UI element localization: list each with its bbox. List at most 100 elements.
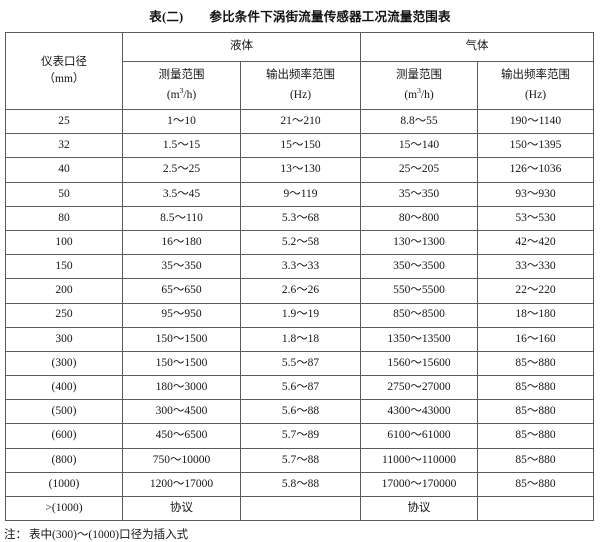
header-gas-freq: 输出频率范围 (Hz)	[477, 61, 594, 110]
header-group-gas: 气体	[360, 32, 594, 62]
cell-liquid-freq: 5.7～89	[240, 423, 361, 449]
cell-liquid-freq	[240, 495, 361, 522]
cell-gas-range: 1350～13500	[360, 326, 478, 352]
cell-liquid-freq: 5.2～58	[240, 229, 361, 256]
table-row: 80 8.5～110 5.3～68 80～800 53～530	[5, 205, 594, 231]
cell-liquid-range: 750～10000	[122, 447, 241, 473]
cell-liquid-freq: 21～210	[240, 108, 361, 135]
unit-tail: /h)	[183, 88, 197, 101]
table-row: (400) 180～3000 5.6～87 2750～27000 85～880	[5, 375, 594, 401]
header-liquid-freq-unit: (Hz)	[289, 88, 312, 101]
cell-gas-range: 协议	[360, 495, 478, 522]
cell-diameter: (500)	[5, 399, 123, 425]
cell-gas-freq: 33～330	[477, 254, 594, 280]
cell-gas-freq: 18～180	[477, 302, 594, 328]
table-body: 25 1～10 21～210 8.8～55 190～1140 32 1.5～15 15～150…	[5, 108, 594, 522]
cell-gas-range: 550～5500	[360, 278, 478, 304]
header-liquid-range-label: 测量范围	[158, 69, 205, 82]
cell-gas-freq: 85～880	[477, 423, 594, 449]
table-row: 100 16～180 5.2～58 130～1300 42～420	[5, 229, 594, 256]
cell-liquid-range: 协议	[122, 495, 241, 522]
cell-gas-range: 2750～27000	[360, 375, 478, 401]
cell-liquid-freq: 2.6～26	[240, 278, 361, 304]
unit-base: (m	[166, 88, 180, 101]
cell-gas-freq: 85～880	[477, 447, 594, 473]
cell-liquid-freq: 5.6～88	[240, 399, 361, 425]
cell-liquid-range: 3.5～45	[122, 181, 241, 207]
table-row: (1000) 1200～17000 5.8～88 17000～170000 85～880	[5, 471, 594, 498]
cell-diameter: (300)	[5, 350, 123, 377]
cell-gas-range: 850～8500	[360, 302, 478, 328]
header-diameter: 仪表口径 （mm）	[5, 32, 123, 110]
cell-diameter: (600)	[5, 423, 123, 449]
table-row: 32 1.5～15 15～150 15～140 150～1395	[5, 133, 594, 159]
cell-diameter: 25	[5, 108, 123, 135]
cell-diameter: 300	[5, 326, 123, 352]
cell-diameter: 100	[5, 229, 123, 256]
cell-liquid-freq: 5.5～87	[240, 350, 361, 377]
cell-gas-freq: 22～220	[477, 278, 594, 304]
header-row-group: 仪表口径 （mm） 液体 气体	[5, 32, 594, 110]
table-row: 200 65～650 2.6～26 550～5500 22～220	[5, 278, 594, 304]
cell-liquid-range: 150～1500	[122, 350, 241, 377]
cell-gas-freq: 93～930	[477, 181, 594, 207]
unit-base: (m	[404, 88, 418, 101]
cell-diameter: >(1000)	[5, 495, 123, 522]
cell-gas-range: 1560～15600	[360, 350, 478, 377]
cell-gas-range: 4300～43000	[360, 399, 478, 425]
cell-gas-freq: 16～160	[477, 326, 594, 352]
cell-liquid-range: 1～10	[122, 108, 241, 135]
cell-diameter: (400)	[5, 375, 123, 401]
header-liquid-freq: 输出频率范围 (Hz)	[240, 61, 361, 110]
cell-diameter: 200	[5, 278, 123, 304]
cell-liquid-range: 180～3000	[122, 375, 241, 401]
cell-liquid-freq: 13～130	[240, 157, 361, 183]
header-row-sub: 测量范围 (m3/h) 输出频率范围 (Hz) 测量范围 (m3/h) 输出频率…	[6, 61, 594, 110]
cell-liquid-freq: 15～150	[240, 133, 361, 159]
cell-liquid-freq: 5.3～68	[240, 205, 361, 231]
flow-range-table: 仪表口径 （mm） 液体 气体 测量范围 (m3/h) 输出频率范围 (Hz) …	[5, 32, 594, 522]
cell-gas-range: 25～205	[360, 157, 478, 183]
cell-diameter: 40	[5, 157, 123, 183]
table-row: 40 2.5～25 13～130 25～205 126～1036	[5, 157, 594, 183]
cell-gas-range: 130～1300	[360, 229, 478, 256]
cell-gas-freq: 85～880	[477, 375, 594, 401]
page-title: 表(二) 参比条件下涡街流量传感器工况流量范围表	[0, 0, 600, 32]
cell-liquid-freq: 5.7～88	[240, 447, 361, 473]
table-number: 表(二)	[149, 10, 184, 24]
cell-gas-range: 6100～61000	[360, 423, 478, 449]
table-header: 仪表口径 （mm） 液体 气体 测量范围 (m3/h) 输出频率范围 (Hz) …	[5, 32, 594, 110]
table-row: 300 150～1500 1.8～18 1350～13500 16～160	[5, 326, 594, 352]
cell-liquid-range: 95～950	[122, 302, 241, 328]
cell-liquid-range: 2.5～25	[122, 157, 241, 183]
header-gas-range-label: 测量范围	[396, 69, 442, 82]
cell-liquid-range: 8.5～110	[122, 205, 241, 231]
table-row: >(1000) 协议 协议	[5, 495, 594, 522]
header-gas-freq-label: 输出频率范围	[501, 69, 570, 82]
cell-diameter: (800)	[5, 447, 123, 473]
header-gas-freq-unit: (Hz)	[524, 88, 547, 101]
cell-gas-freq: 85～880	[477, 350, 594, 377]
table-row: (500) 300～4500 5.6～88 4300～43000 85～880	[5, 399, 594, 425]
header-diameter-label: 仪表口径	[41, 56, 87, 69]
unit-tail: /h)	[420, 88, 434, 101]
cell-gas-range: 80～800	[360, 205, 478, 231]
cell-gas-freq: 85～880	[477, 399, 594, 425]
cell-liquid-range: 65～650	[122, 278, 241, 304]
table-row: (600) 450～6500 5.7～89 6100～61000 85～880	[5, 423, 594, 449]
cell-liquid-freq: 1.9～19	[240, 302, 361, 328]
table-row: (800) 750～10000 5.7～88 11000～110000 85～880	[5, 447, 594, 473]
cell-diameter: 32	[5, 133, 123, 159]
cell-liquid-range: 35～350	[122, 254, 241, 280]
header-gas-range-unit: (m3/h)	[361, 86, 477, 102]
cell-liquid-range: 1.5～15	[122, 133, 241, 159]
unit-superscript: 3	[179, 85, 184, 95]
table-row: 250 95～950 1.9～19 850～8500 18～180	[5, 302, 594, 328]
cell-liquid-range: 1200～17000	[122, 471, 241, 498]
cell-gas-range: 8.8～55	[360, 108, 478, 135]
cell-liquid-freq: 9～119	[240, 181, 361, 207]
cell-liquid-range: 150～1500	[122, 326, 241, 352]
header-liquid-freq-label: 输出频率范围	[266, 69, 335, 82]
cell-gas-freq: 53～530	[477, 205, 594, 231]
cell-gas-freq: 42～420	[477, 229, 594, 256]
